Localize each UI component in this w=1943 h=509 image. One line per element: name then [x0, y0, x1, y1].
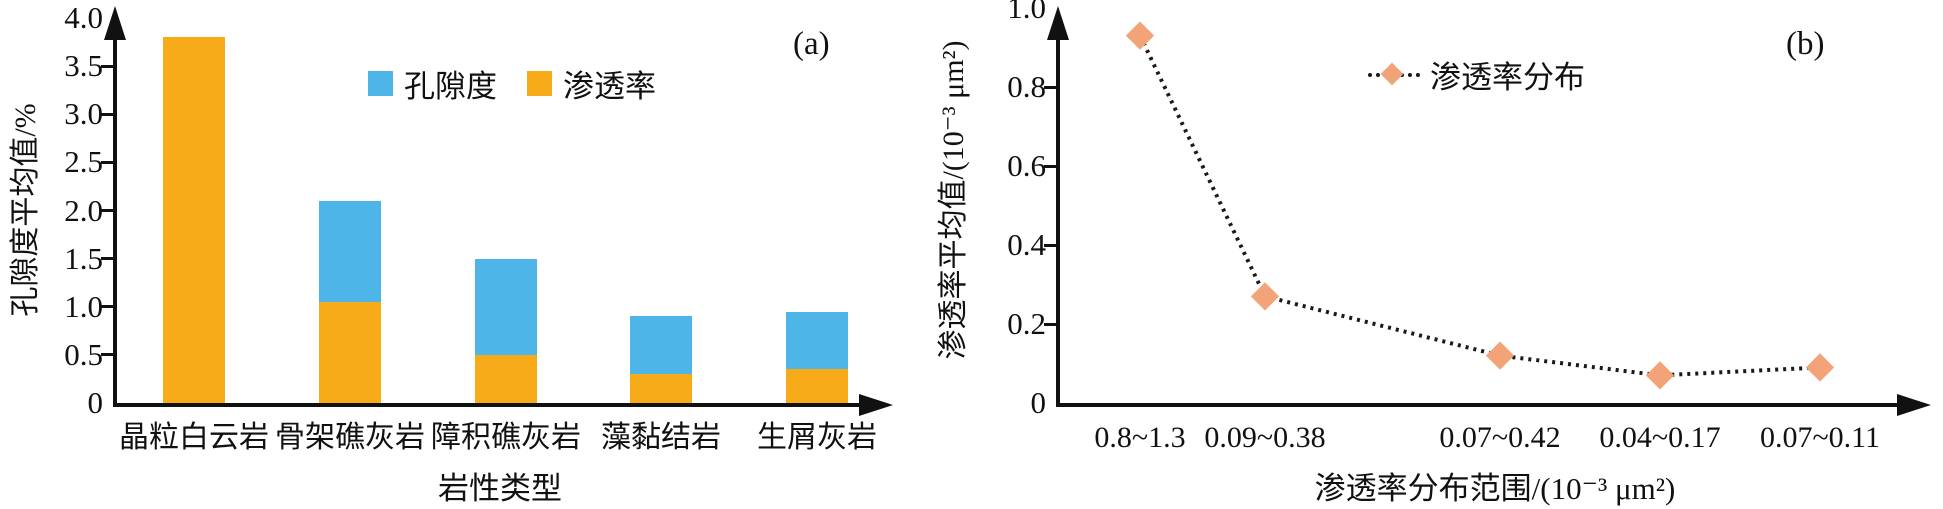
chart-a-x-axis [113, 403, 861, 407]
legend-dotted-line-icon [1368, 62, 1420, 85]
chart-a-y-tick-mark [101, 257, 113, 261]
chart-b-y-axis-arrow-icon [1047, 6, 1069, 40]
legend-label-permeability: 渗透率 [563, 69, 656, 104]
chart-a-category-label: 骨架礁灰岩 [275, 421, 425, 454]
chart-a-y-tick-mark [101, 353, 113, 357]
chart-b-category-label: 0.8~1.3 [1094, 421, 1186, 454]
chart-b-category-label: 0.09~0.38 [1204, 421, 1326, 454]
chart-a-category-label: 障积礁灰岩 [431, 421, 581, 454]
chart-b-category-label: 0.07~0.11 [1759, 421, 1881, 454]
chart-a-y-tick-label: 2.5 [64, 144, 103, 180]
chart-a-y-tick-mark [101, 209, 113, 212]
chart-b-y-tick-label: 0.4 [1007, 227, 1046, 262]
chart-b-y-tick-mark [1044, 243, 1056, 247]
chart-b-category-label: 0.07~0.42 [1439, 421, 1561, 454]
chart-a-category-label: 藻黏结岩 [601, 421, 721, 454]
chart-a-legend: 孔隙度 渗透率 [368, 61, 656, 106]
chart-b-category-label: 0.04~0.17 [1599, 421, 1721, 454]
chart-a-y-tick-label: 3.0 [64, 96, 103, 132]
data-point-diamond-2 [1485, 341, 1515, 370]
chart-b-y-tick-label: 1.0 [1007, 0, 1046, 25]
chart-a-y-tick-label: 1.0 [64, 288, 103, 324]
bar-porosity-4 [786, 311, 848, 370]
legend-label-porosity: 孔隙度 [404, 69, 497, 104]
chart-b-y-tick-mark [1044, 85, 1056, 89]
chart-a-y-tick-mark [101, 112, 113, 116]
chart-b-y-tick-label: 0 [1030, 385, 1047, 420]
permeability-distribution-dotted-line [1138, 34, 1821, 378]
legend-swatch-porosity [368, 71, 393, 96]
data-point-diamond-4 [1805, 353, 1835, 382]
chart-a-x-axis-arrow-icon [859, 394, 893, 416]
chart-b-x-axis [1056, 403, 1899, 407]
chart-b-y-tick-label: 0.6 [1007, 148, 1046, 183]
data-point-diamond-0 [1125, 21, 1155, 50]
chart-a-x-axis-title: 岩性类型 [438, 471, 562, 506]
bar-permeability-0 [163, 37, 225, 403]
chart-a-y-tick-label: 2.0 [64, 192, 103, 228]
bar-permeability-1 [319, 301, 381, 403]
chart-a-y-tick-mark [101, 160, 113, 164]
chart-a-y-tick-label: 1.5 [64, 240, 103, 276]
data-point-diamond-1 [1250, 282, 1280, 311]
data-point-diamond-3 [1645, 361, 1675, 390]
chart-a-y-axis-arrow-icon [104, 6, 126, 40]
bar-permeability-3 [630, 374, 692, 403]
bar-permeability-2 [475, 354, 537, 403]
chart-a-y-tick-mark [101, 305, 113, 309]
chart-b-y-axis [1056, 20, 1060, 407]
chart-b-y-tick-mark [1044, 164, 1056, 168]
chart-b-y-tick-label: 0.2 [1007, 306, 1046, 341]
chart-a-y-tick-label: 0.5 [64, 336, 103, 372]
chart-b-y-tick-mark [1044, 322, 1056, 326]
chart-a-y-tick-label: 3.5 [64, 48, 103, 84]
bar-permeability-4 [786, 369, 848, 403]
chart-a-y-tick-label: 4.0 [64, 0, 103, 35]
chart-b-x-axis-arrow-icon [1897, 394, 1931, 416]
chart-a-y-axis [113, 20, 117, 407]
chart-a-category-label: 生屑灰岩 [757, 421, 877, 454]
bar-porosity-2 [475, 258, 537, 355]
legend-swatch-permeability [527, 71, 552, 96]
chart-a-panel-label: (a) [793, 26, 830, 62]
bar-porosity-1 [319, 200, 381, 302]
chart-b-legend: 渗透率分布 [1368, 52, 1585, 97]
bar-porosity-3 [630, 316, 692, 375]
legend-label-permeability-distribution: 渗透率分布 [1430, 60, 1585, 95]
chart-a-y-tick-label: 0 [87, 385, 104, 420]
chart-b-panel-label: (b) [1786, 26, 1825, 62]
chart-b-x-axis-title: 渗透率分布范围/(10⁻³ μm²) [1314, 471, 1676, 506]
chart-a-y-tick-mark [101, 64, 113, 68]
chart-a-category-label: 晶粒白云岩 [119, 421, 269, 454]
chart-b-y-tick-label: 0.8 [1007, 69, 1046, 104]
